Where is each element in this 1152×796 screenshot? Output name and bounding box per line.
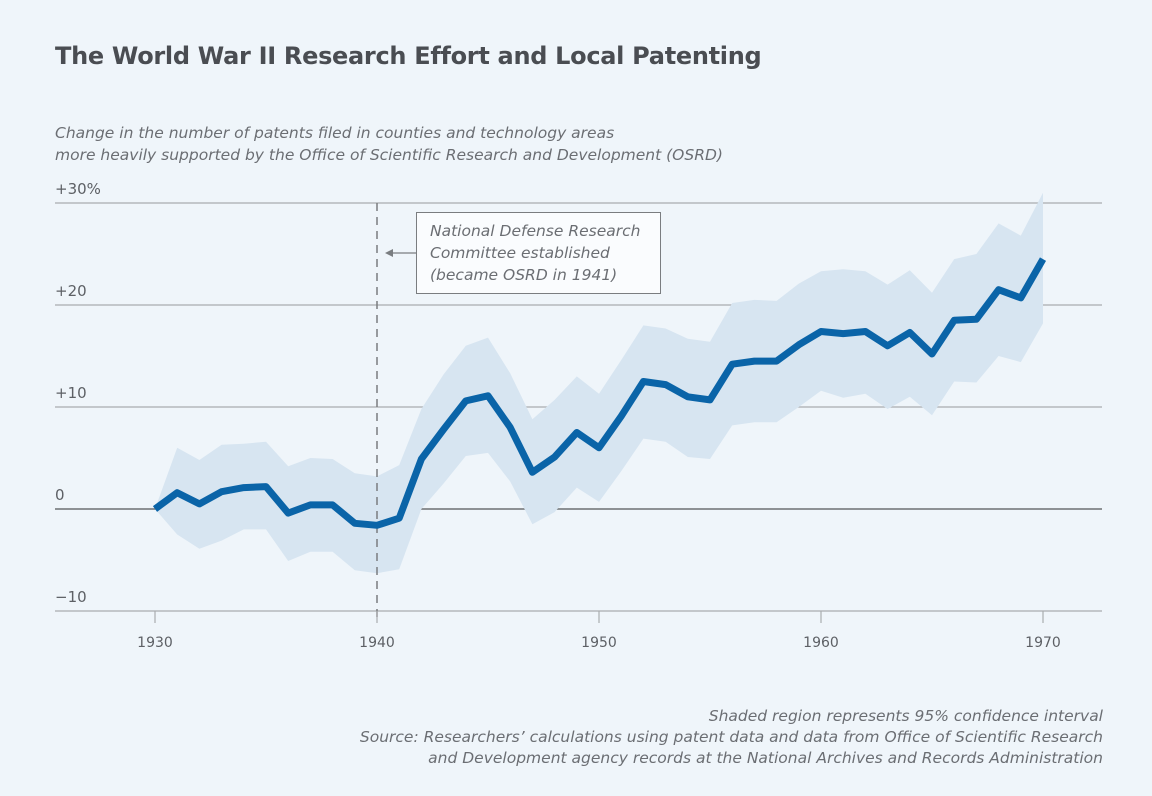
y-axis: +30% +20 +10 0 −10 xyxy=(55,180,101,606)
x-axis: 1930 1940 1950 1960 1970 xyxy=(137,611,1061,651)
x-tick-label: 1950 xyxy=(581,635,617,651)
annotation-line: (became OSRD in 1941) xyxy=(430,266,618,284)
subtitle-line: more heavily supported by the Office of … xyxy=(55,146,723,164)
x-tick-label: 1930 xyxy=(137,635,173,651)
source-line: Source: Researchers’ calculations using … xyxy=(359,728,1103,746)
subtitle-line: Change in the number of patents filed in… xyxy=(55,124,615,142)
y-tick-label: +20 xyxy=(55,282,87,300)
ci-note: Shaded region represents 95% confidence … xyxy=(708,707,1103,725)
x-tick-label: 1960 xyxy=(803,635,839,651)
arrow-head-icon xyxy=(385,249,393,257)
source-line: and Development agency records at the Na… xyxy=(428,749,1103,767)
y-tick-label: −10 xyxy=(55,588,87,606)
x-tick-label: 1940 xyxy=(359,635,395,651)
y-tick-label: 0 xyxy=(55,486,65,504)
confidence-band xyxy=(155,192,1043,574)
chart-subtitle: Change in the number of patents filed in… xyxy=(55,122,723,166)
annotation-line: Committee established xyxy=(430,244,610,262)
confidence-interval-area xyxy=(155,192,1043,574)
footnote: Shaded region represents 95% confidence … xyxy=(360,706,1103,769)
annotation-arrow xyxy=(385,249,416,257)
series-line xyxy=(152,257,1047,529)
y-tick-label: +10 xyxy=(55,384,87,402)
chart-title: The World War II Research Effort and Loc… xyxy=(55,42,762,70)
x-tick-label: 1970 xyxy=(1025,635,1061,651)
annotation-box: National Defense Research Committee esta… xyxy=(416,212,661,294)
annotation-line: National Defense Research xyxy=(430,222,641,240)
y-tick-label: +30% xyxy=(55,180,101,198)
